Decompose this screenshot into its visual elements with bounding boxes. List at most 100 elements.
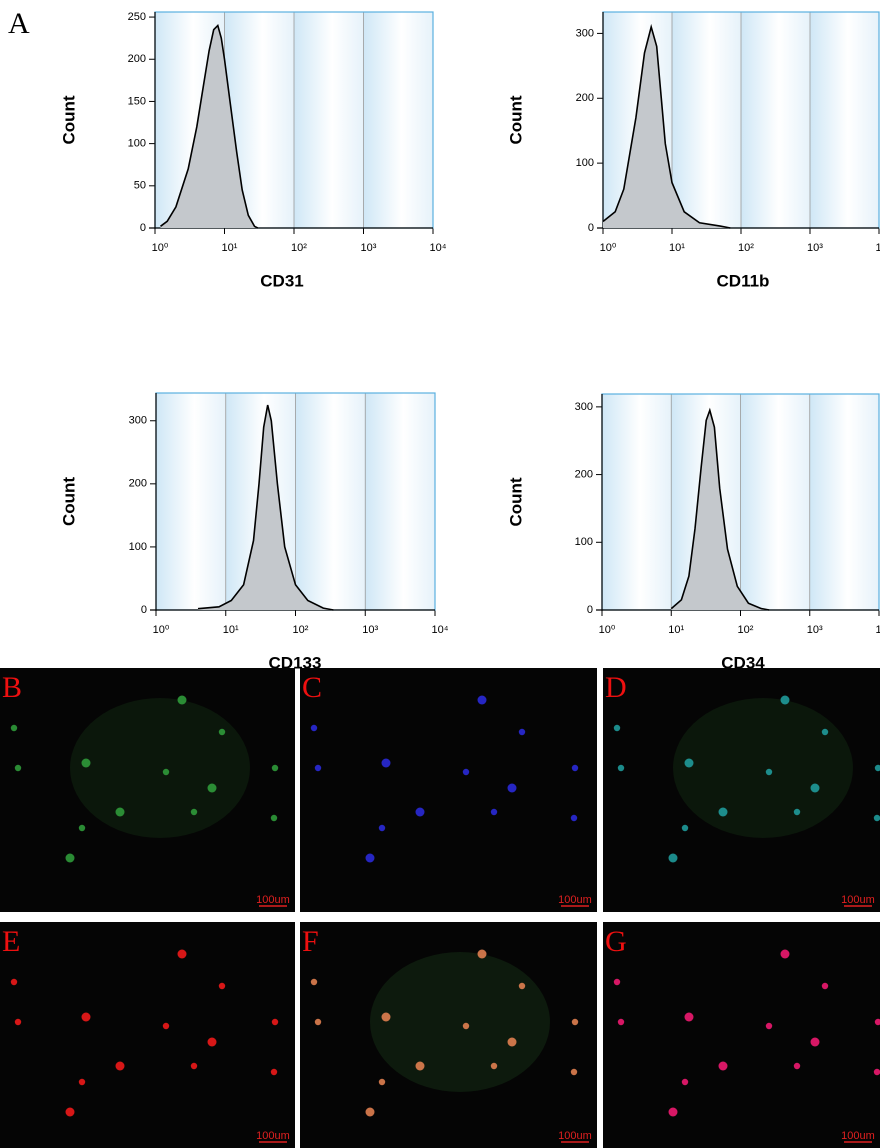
y-axis-title: Count — [59, 477, 78, 526]
histogram-line — [160, 23, 259, 229]
y-tick-label: 0 — [141, 604, 147, 616]
cell — [507, 1037, 517, 1047]
histogram-line — [602, 23, 731, 229]
cell — [765, 768, 773, 776]
background-glow — [673, 698, 853, 838]
cell — [821, 728, 829, 736]
cell — [477, 695, 487, 705]
cell — [873, 814, 880, 822]
cell — [78, 1078, 86, 1086]
cell — [780, 695, 790, 705]
plot-background — [602, 394, 672, 610]
y-axis-title: Count — [59, 95, 78, 144]
y-tick-label: 150 — [128, 95, 146, 107]
histogram-area — [603, 26, 731, 229]
cell — [314, 1018, 322, 1026]
y-tick-label: 50 — [134, 180, 146, 192]
plot-background — [295, 393, 366, 610]
cell — [780, 949, 790, 959]
y-tick-label: 200 — [129, 478, 147, 490]
x-tick-label: 10⁰ — [600, 242, 617, 254]
cell — [668, 1107, 678, 1117]
plot-background — [156, 393, 226, 610]
micrograph — [0, 922, 295, 1148]
cell — [613, 978, 621, 986]
cell — [613, 724, 621, 732]
plot-background — [672, 12, 741, 228]
cell — [365, 853, 375, 863]
plot-background — [810, 12, 879, 228]
panel-label: E — [2, 925, 20, 958]
cell — [177, 695, 187, 705]
cell — [65, 853, 75, 863]
panel-label: D — [605, 671, 627, 704]
x-tick-label: 10⁴ — [876, 624, 880, 636]
plot-background — [365, 393, 435, 610]
histogram-area — [671, 410, 770, 610]
cell — [684, 758, 694, 768]
panel-label: B — [2, 671, 22, 704]
cell — [115, 807, 125, 817]
x-tick-label: 10³ — [361, 242, 377, 254]
x-tick-label: 10¹ — [669, 242, 685, 254]
cell — [190, 1062, 198, 1070]
y-tick-label: 300 — [575, 401, 593, 413]
cell — [10, 978, 18, 986]
micrograph — [300, 668, 597, 912]
cell — [78, 824, 86, 832]
cell — [378, 824, 386, 832]
y-tick-label: 0 — [587, 604, 593, 616]
cell — [793, 808, 801, 816]
cell — [681, 1078, 689, 1086]
y-tick-label: 250 — [128, 11, 146, 23]
cell — [162, 1022, 170, 1030]
x-tick-label: 10³ — [807, 624, 823, 636]
x-tick-label: 10¹ — [222, 242, 238, 254]
x-axis-title: CD11b — [717, 271, 770, 290]
cell — [365, 1107, 375, 1117]
cell — [718, 1061, 728, 1071]
cell — [810, 783, 820, 793]
cell — [617, 764, 625, 772]
scale-bar-label: 100um — [558, 894, 592, 906]
x-tick-label: 10³ — [807, 242, 823, 254]
cell — [570, 1068, 578, 1076]
cell — [415, 1061, 425, 1071]
y-tick-label: 100 — [576, 157, 594, 169]
cell — [874, 1018, 880, 1026]
cell — [810, 1037, 820, 1047]
x-tick-label: 10¹ — [668, 624, 684, 636]
cell — [310, 724, 318, 732]
micrograph — [603, 922, 880, 1148]
cell — [873, 1068, 880, 1076]
scale-bar-label: 100um — [558, 1130, 592, 1142]
cell — [681, 824, 689, 832]
scale-bar-label: 100um — [841, 1130, 875, 1142]
cell — [462, 1022, 470, 1030]
cell — [218, 982, 226, 990]
x-tick-label: 10⁰ — [153, 624, 170, 636]
cell — [310, 978, 318, 986]
x-axis-title: CD31 — [260, 271, 303, 290]
cell — [507, 783, 517, 793]
histogram-area — [160, 25, 258, 228]
cell — [570, 814, 578, 822]
cell — [490, 1062, 498, 1070]
cell — [81, 1012, 91, 1022]
cell — [490, 808, 498, 816]
cell — [668, 853, 678, 863]
plot-background — [363, 12, 433, 228]
y-tick-label: 100 — [575, 536, 593, 548]
cell — [218, 728, 226, 736]
plot-background — [294, 12, 364, 228]
cell — [81, 758, 91, 768]
scale-bar-label: 100um — [256, 1130, 290, 1142]
y-tick-label: 0 — [588, 222, 594, 234]
background-glow — [70, 698, 250, 838]
cell — [381, 758, 391, 768]
cell — [270, 1068, 278, 1076]
x-tick-label: 10⁴ — [430, 242, 447, 254]
plot-background — [740, 394, 810, 610]
cell — [462, 768, 470, 776]
